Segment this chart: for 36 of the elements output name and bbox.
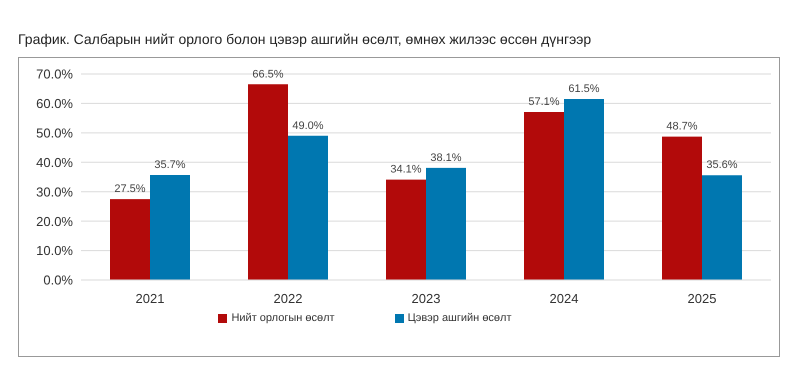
data-label: 57.1% (528, 96, 560, 108)
bar (524, 112, 564, 280)
bar (386, 180, 426, 280)
data-label: 35.7% (154, 158, 186, 171)
legend-label: Нийт орлогын өсөлт (231, 312, 335, 324)
chart-title: График. Салбарын нийт орлого болон цэвэр ашгийн өсөлт, өмнөх жилээс өссөн дүнгээр (18, 31, 592, 47)
bar (662, 136, 702, 280)
data-label: 35.6% (706, 159, 738, 172)
y-tick-label: 10.0% (36, 243, 74, 258)
data-label: 49.0% (292, 120, 324, 132)
data-label: 34.1% (390, 164, 422, 176)
y-tick-label: 70.0% (36, 66, 74, 82)
y-tick-label: 40.0% (36, 154, 74, 170)
data-label: 27.5% (114, 183, 146, 196)
legend-label: Цэвэр ашгийн өсөлт (408, 312, 512, 324)
data-label: 66.5% (252, 68, 284, 80)
y-tick-label: 30.0% (36, 184, 74, 200)
bar (564, 99, 604, 280)
x-tick-label: 2024 (550, 291, 578, 306)
x-tick-label: 2022 (274, 291, 302, 306)
y-tick-label: 50.0% (36, 125, 74, 140)
bar (110, 199, 150, 280)
y-tick-label: 60.0% (36, 96, 74, 112)
y-tick-label: 0.0% (43, 272, 74, 288)
bar (426, 168, 466, 280)
bar (150, 174, 190, 280)
data-label: 61.5% (568, 83, 600, 96)
x-tick-label: 2025 (688, 291, 716, 306)
bar (288, 136, 328, 280)
y-tick-label: 20.0% (36, 214, 74, 229)
data-label: 48.7% (666, 120, 698, 133)
bar (702, 175, 742, 280)
bar (248, 84, 288, 280)
x-tick-label: 2023 (412, 291, 440, 306)
x-tick-label: 2021 (136, 291, 164, 306)
data-label: 38.1% (430, 152, 462, 164)
